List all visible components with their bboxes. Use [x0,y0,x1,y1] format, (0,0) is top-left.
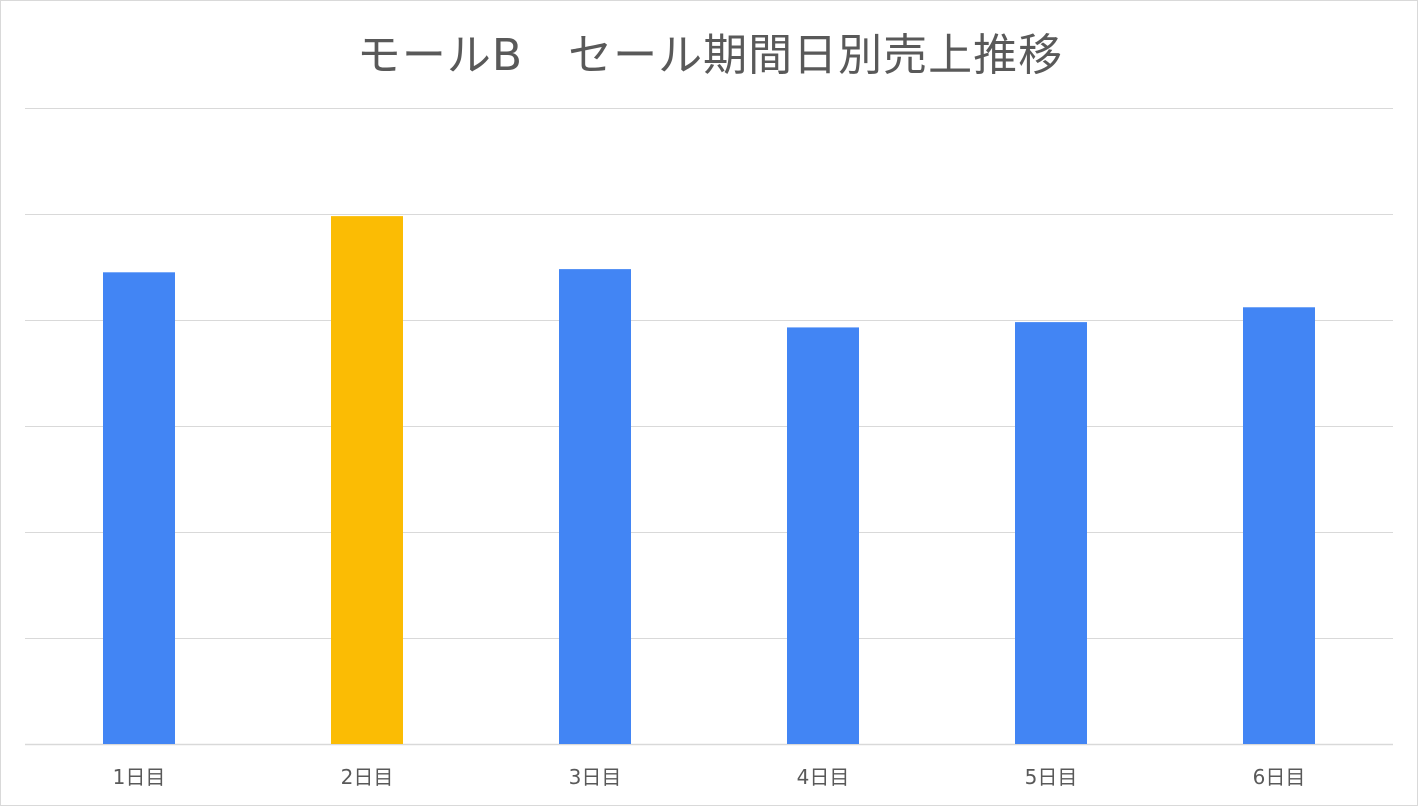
bar-5 [1015,322,1087,744]
x-tick-label: 5日目 [1025,765,1078,789]
x-tick-label: 1日目 [113,765,166,789]
bar-4 [787,327,859,744]
bar-2 [331,216,403,744]
bar-6 [1243,307,1315,744]
x-tick-label: 2日目 [341,765,394,789]
x-tick-label: 6日目 [1253,765,1306,789]
bars [103,216,1315,744]
x-tick-labels: 1日目 2日目 3日目 4日目 5日目 6日目 [113,765,1306,789]
x-tick-label: 3日目 [569,765,622,789]
bar-3 [559,269,631,744]
bar-1 [103,272,175,744]
chart-title: モールB セール期間日別売上推移 [356,30,1064,81]
x-tick-label: 4日目 [797,765,850,789]
gridlines [25,108,1393,746]
